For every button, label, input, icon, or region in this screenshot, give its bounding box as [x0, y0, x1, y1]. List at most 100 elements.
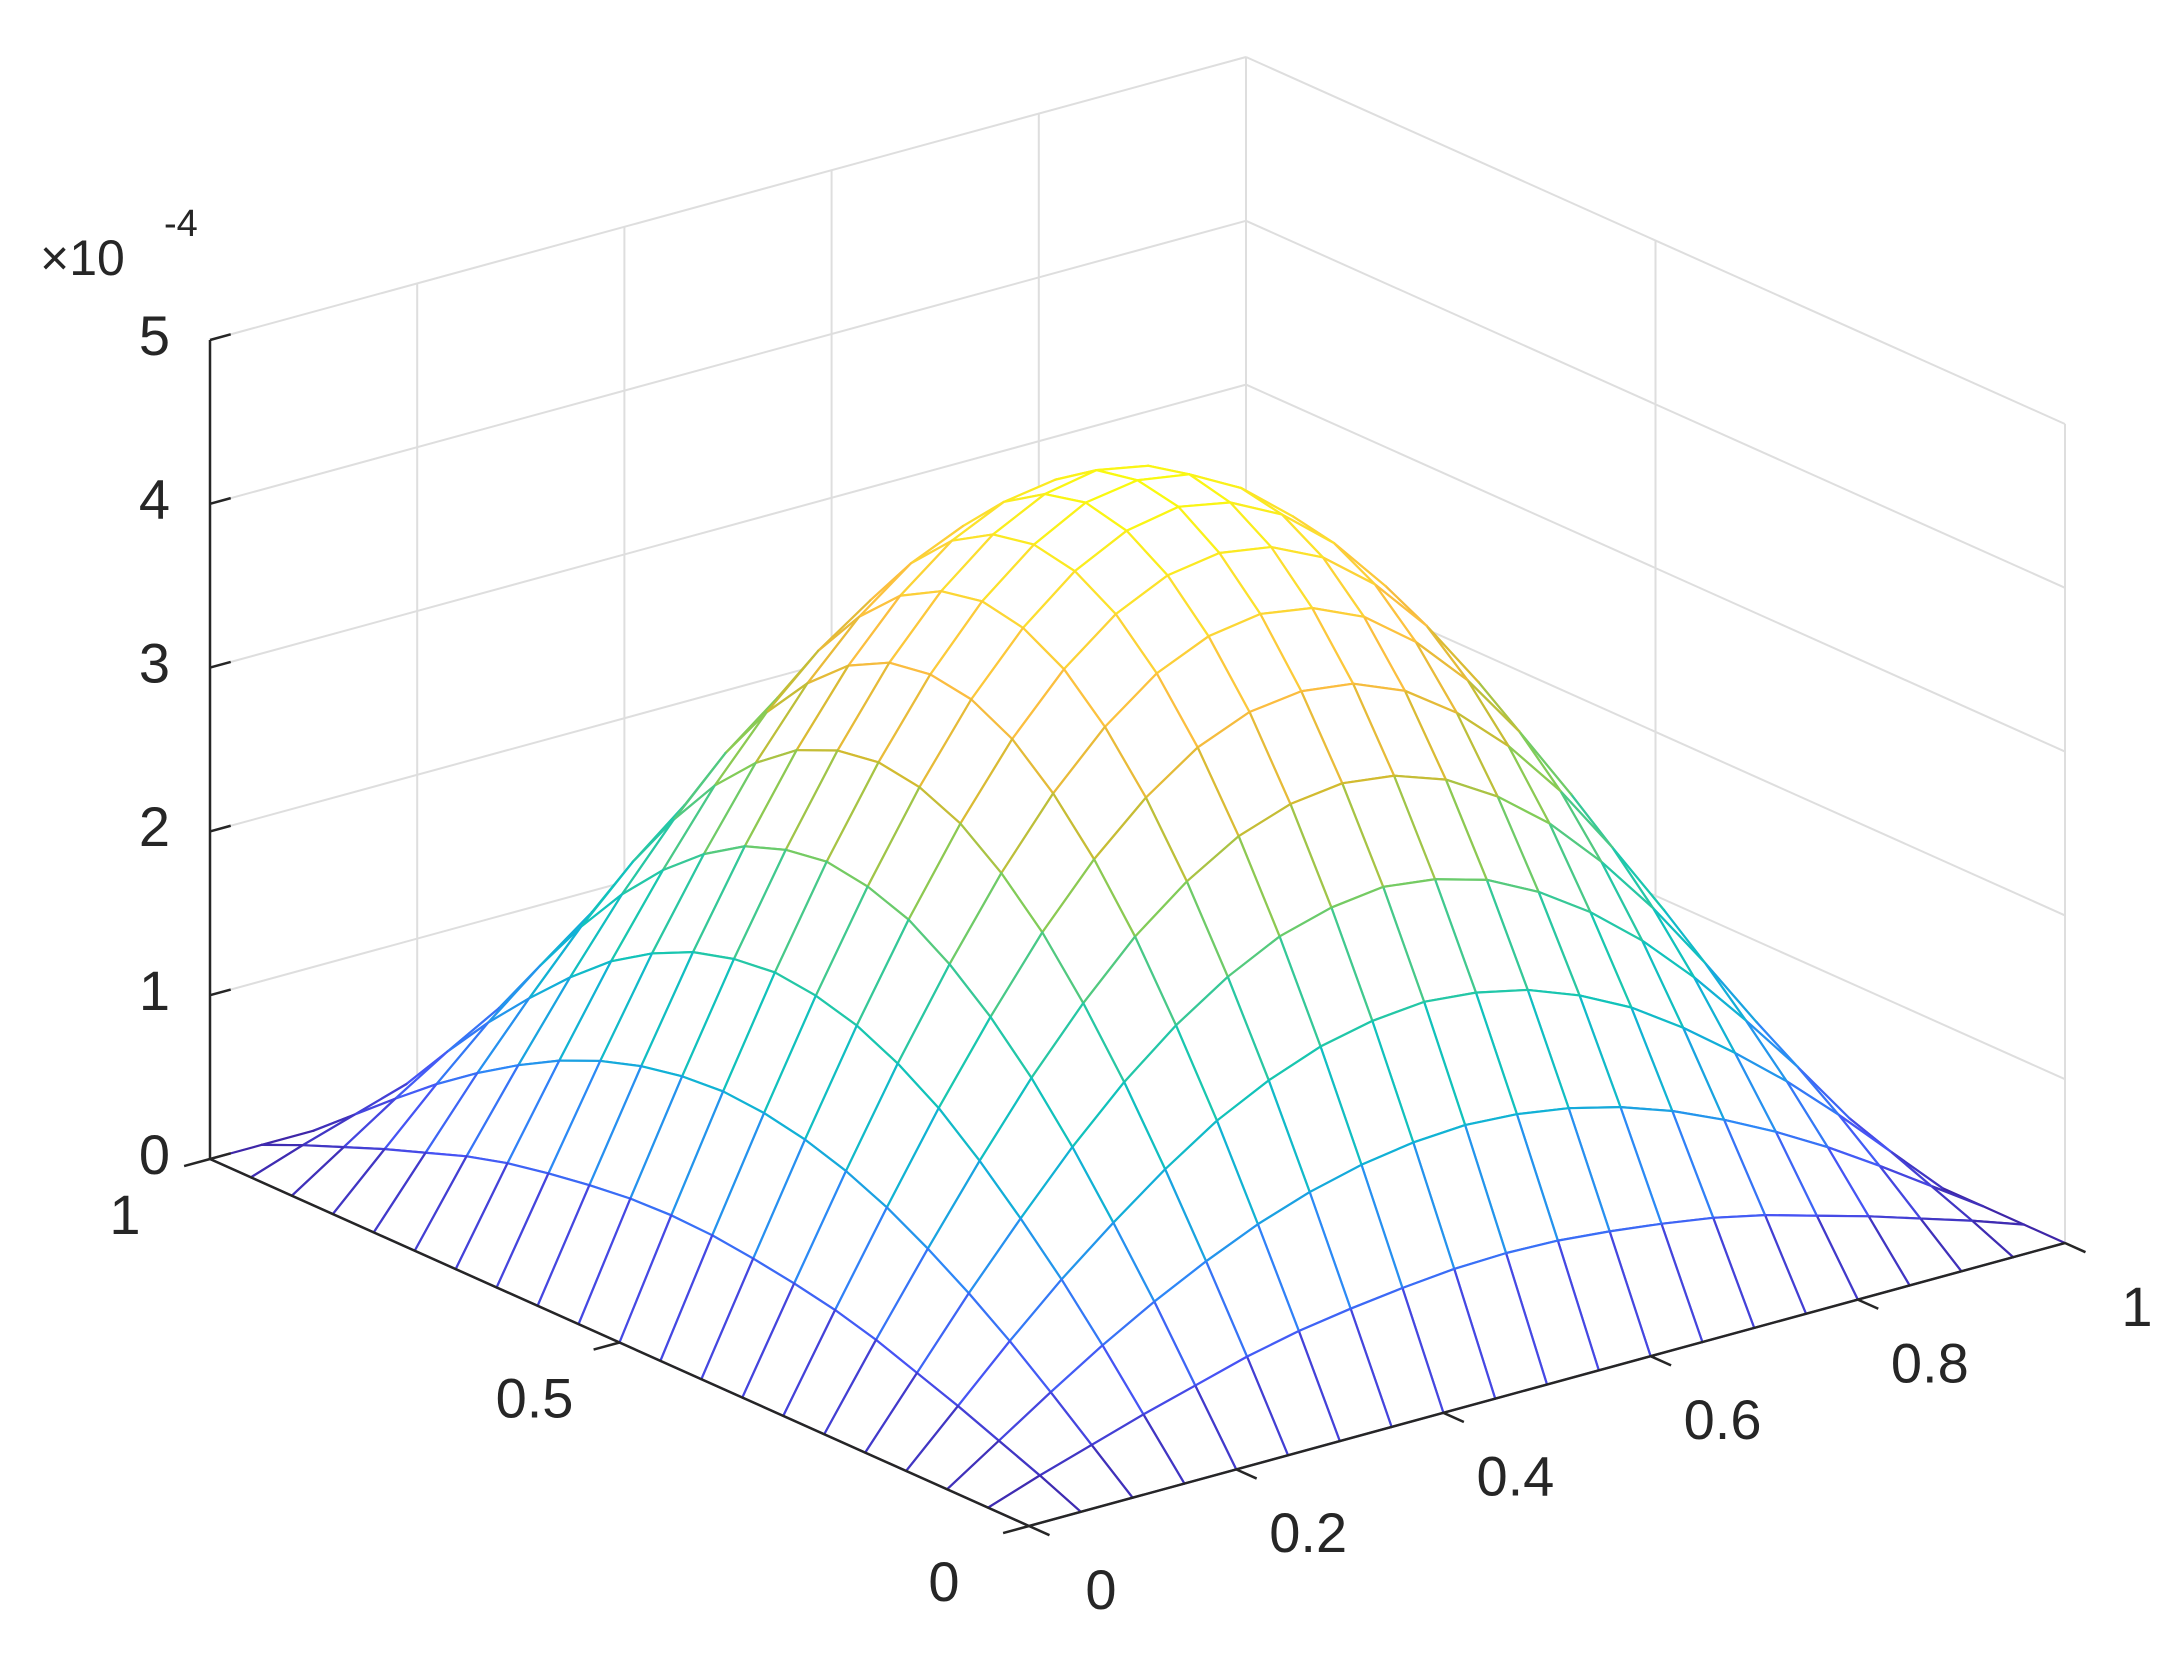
surface-face	[589, 1066, 683, 1199]
mesh-edge	[1671, 1109, 1726, 1121]
surface-face	[537, 1185, 631, 1325]
mesh-edge	[1518, 730, 1562, 792]
mesh-edge	[569, 960, 613, 979]
mesh-edge	[1815, 1214, 1859, 1301]
mesh-edge	[1774, 1130, 1829, 1149]
mesh-edge	[1280, 513, 1325, 559]
mesh-edge	[342, 1146, 386, 1151]
surface-face	[1044, 470, 1138, 503]
mesh-edge	[1567, 1107, 1611, 1233]
x-tick-label: 0.6	[1684, 1388, 1762, 1451]
surface-face	[856, 919, 950, 1064]
mesh-edge	[1032, 501, 1087, 546]
surface-face	[1135, 881, 1228, 1026]
mesh-edge	[1237, 835, 1281, 938]
mesh-edge	[1785, 1080, 1829, 1149]
mesh-edge	[435, 1071, 479, 1086]
mesh-edge	[978, 1159, 1022, 1220]
mesh-edge	[784, 749, 839, 851]
surface-face	[1178, 502, 1272, 554]
mesh-edge	[353, 1083, 408, 1116]
mesh-edge	[915, 1292, 970, 1375]
surface-face	[1309, 1164, 1403, 1309]
surface-face	[988, 1475, 1081, 1526]
mesh-edge	[825, 860, 869, 888]
mesh-edge	[1619, 1106, 1674, 1113]
surface-face	[733, 849, 827, 973]
mesh-edge	[1330, 906, 1374, 1023]
mesh-edge	[945, 1439, 1001, 1491]
mesh-edge	[1867, 1215, 1922, 1220]
surface-face	[291, 1147, 385, 1215]
x-axis	[1028, 1241, 2066, 1528]
mesh-edge	[1712, 1216, 1756, 1330]
surface-face	[982, 544, 1075, 628]
mesh-edge	[1215, 1079, 1270, 1122]
mesh-edge	[1692, 976, 1737, 1055]
mesh-edge	[424, 1071, 479, 1154]
surface-face	[1415, 641, 1509, 747]
mesh-edge	[1722, 1118, 1767, 1217]
mesh-edge	[1600, 860, 1655, 910]
mesh-edge	[1038, 1474, 1082, 1513]
surface-face	[1786, 1081, 1880, 1166]
surface-face	[466, 1060, 560, 1164]
z-multiplier: ×10	[40, 230, 125, 286]
z-tick	[209, 988, 232, 997]
mesh-edge	[1144, 796, 1188, 883]
mesh-edge	[620, 818, 675, 896]
mesh-edge	[1392, 774, 1437, 881]
surface-face	[1661, 1217, 1755, 1343]
mesh-edge	[1166, 574, 1210, 638]
surface-face	[919, 699, 1013, 824]
mesh-edge	[1671, 1109, 1715, 1219]
mesh-edge	[1319, 1045, 1363, 1166]
mesh-edge	[1349, 1286, 1404, 1310]
mesh-edge	[1371, 1019, 1415, 1144]
mesh-edge	[926, 1159, 981, 1250]
mesh-edge	[836, 749, 880, 764]
surface-face	[1186, 836, 1280, 977]
z-tick-label: 3	[139, 631, 170, 694]
mesh-edge	[762, 994, 817, 1115]
mesh-edge	[940, 533, 995, 593]
surface-face	[1568, 1107, 1662, 1232]
mesh-edge	[1008, 1339, 1052, 1394]
mesh-edge	[1153, 1260, 1208, 1303]
mesh-edge	[629, 1075, 684, 1200]
surface-face	[1775, 1131, 1869, 1217]
mesh-edge	[629, 1197, 673, 1217]
mesh-edge	[1660, 1222, 1704, 1344]
surface-face	[824, 1339, 917, 1453]
surface-face	[917, 1293, 1010, 1407]
surface-face	[1061, 1222, 1155, 1346]
mesh-edge	[1095, 464, 1150, 472]
mesh-edge	[260, 1129, 315, 1146]
mesh-edge	[506, 1059, 561, 1165]
mesh-edge	[661, 853, 705, 872]
mesh-edge	[877, 761, 921, 789]
surface-face	[1560, 790, 1654, 909]
y-tick	[1002, 1524, 1030, 1535]
mesh-edge	[1463, 1113, 1519, 1127]
mesh-edge	[1092, 858, 1137, 938]
mesh-edge	[970, 626, 1025, 701]
surface-face	[395, 1022, 489, 1099]
mesh-edge	[650, 951, 695, 955]
surface-face	[1219, 547, 1313, 614]
mesh-edge	[659, 1234, 714, 1362]
mesh-edge	[929, 673, 973, 701]
mesh-edge	[765, 649, 820, 714]
surface-face	[960, 739, 1054, 874]
mesh-edge	[1030, 1002, 1085, 1079]
mesh-edge	[1177, 505, 1221, 555]
surface-face	[1579, 995, 1673, 1112]
mesh-edge	[1245, 1355, 1290, 1457]
mesh-edge	[907, 822, 962, 921]
y-tick	[183, 1157, 211, 1168]
mesh-edge	[579, 893, 624, 928]
surface-face	[1383, 879, 1476, 1002]
surface-face	[1042, 859, 1136, 1004]
y-tick-label: 0	[928, 1550, 959, 1613]
mesh-edge	[1278, 935, 1322, 1048]
